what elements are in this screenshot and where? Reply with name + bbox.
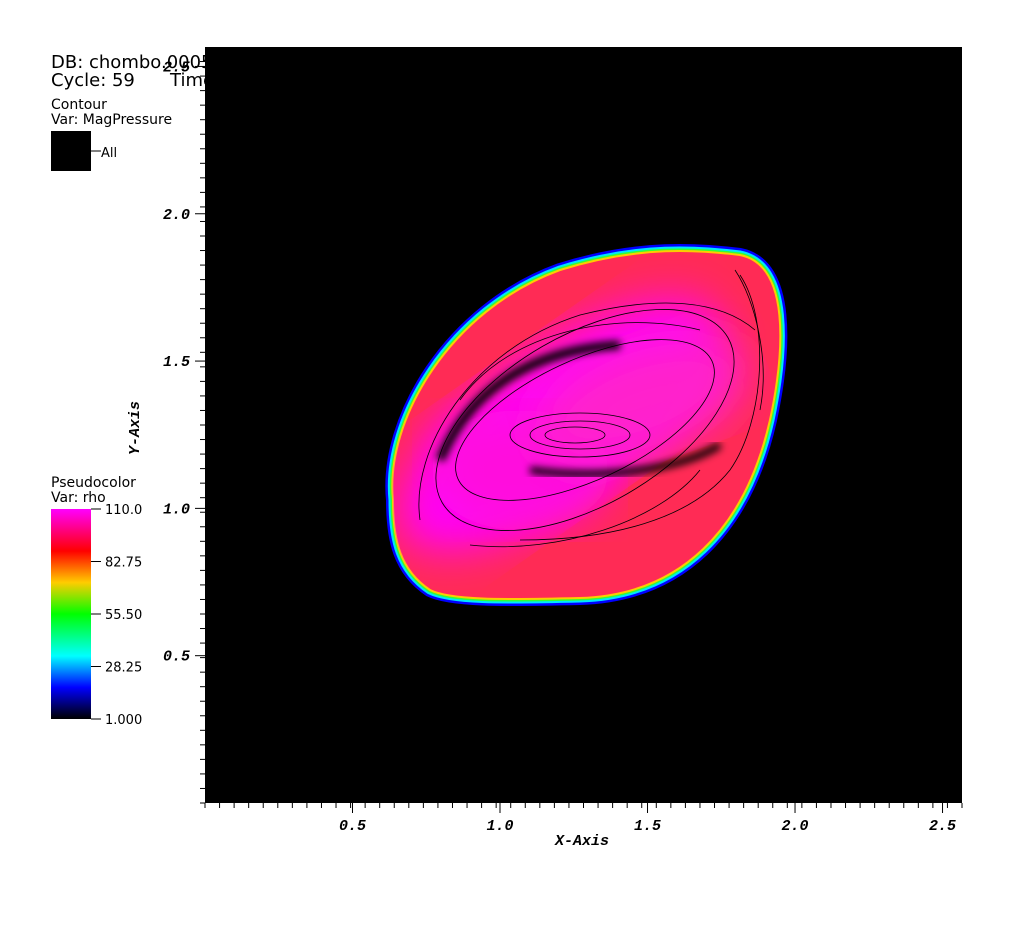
x-tick-label: 0.5 bbox=[339, 818, 366, 835]
database-label: DB: chombo.0005 bbox=[51, 52, 213, 73]
y-tick-label: 0.5 bbox=[163, 649, 190, 666]
colorbar-tick-label: 1.000 bbox=[105, 713, 142, 728]
y-tick-label: 1.0 bbox=[163, 501, 190, 518]
x-tick-label: 2.5 bbox=[929, 818, 956, 835]
y-tick-label: 1.5 bbox=[163, 354, 190, 371]
y-tick-label: 2.5 bbox=[163, 59, 190, 76]
contour-level: All bbox=[101, 146, 117, 161]
cycle-label: Cycle: 59 bbox=[51, 70, 135, 91]
x-tick-label: 1.0 bbox=[487, 818, 514, 835]
y-axis-title: Y-Axis bbox=[127, 401, 144, 455]
x-axis-title: X-Axis bbox=[554, 833, 609, 850]
contour-title: Contour bbox=[51, 97, 107, 113]
contour-lines bbox=[418, 269, 764, 548]
y-tick-label: 2.0 bbox=[163, 207, 190, 224]
colorbar-tick-label: 82.75 bbox=[105, 556, 142, 571]
colorbar-tick-label: 110.0 bbox=[105, 503, 142, 518]
plot-area bbox=[205, 47, 962, 803]
pseudocolor-variable: Var: rho bbox=[51, 490, 106, 506]
x-tick-label: 2.0 bbox=[782, 818, 809, 835]
x-tick-label: 1.5 bbox=[634, 818, 661, 835]
time-label: Time bbox=[169, 70, 214, 91]
colorbar-tick-label: 55.50 bbox=[105, 608, 142, 623]
contour-swatch bbox=[51, 131, 91, 171]
contour-variable: Var: MagPressure bbox=[51, 112, 172, 128]
pseudocolor-title: Pseudocolor bbox=[51, 475, 136, 491]
colorbar-tick-label: 28.25 bbox=[105, 661, 142, 676]
colorbar bbox=[51, 509, 91, 719]
density-field bbox=[385, 243, 788, 607]
